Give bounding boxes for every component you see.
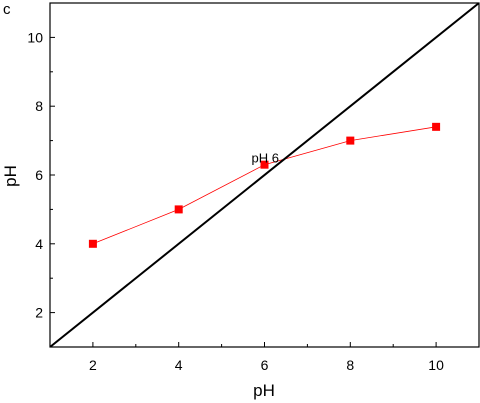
annotation-label: pH 6 [252,151,279,166]
plot-area: pH 6 2 4 6 8 10 2 4 6 8 10 [27,2,480,373]
y-tick-label: 10 [27,29,43,45]
y-tick-label: 8 [35,98,43,114]
data-point [174,205,183,214]
y-tick-label: 6 [35,167,43,183]
data-point [346,136,355,145]
panel-label: c [3,1,11,18]
y-tick-label: 4 [35,236,43,252]
reference-line [50,3,479,347]
y-tick-label: 2 [35,305,43,321]
data-point [260,160,269,169]
y-axis-label: pH [1,165,20,187]
x-tick-label: 2 [89,357,97,373]
x-tick-label: 10 [428,357,444,373]
x-axis-label: pH [253,381,275,400]
data-point [88,239,97,248]
x-tick-label: 6 [261,357,269,373]
data-point [432,122,441,131]
series-line [92,126,437,245]
x-tick-label: 4 [175,357,183,373]
x-tick-label: 8 [346,357,354,373]
